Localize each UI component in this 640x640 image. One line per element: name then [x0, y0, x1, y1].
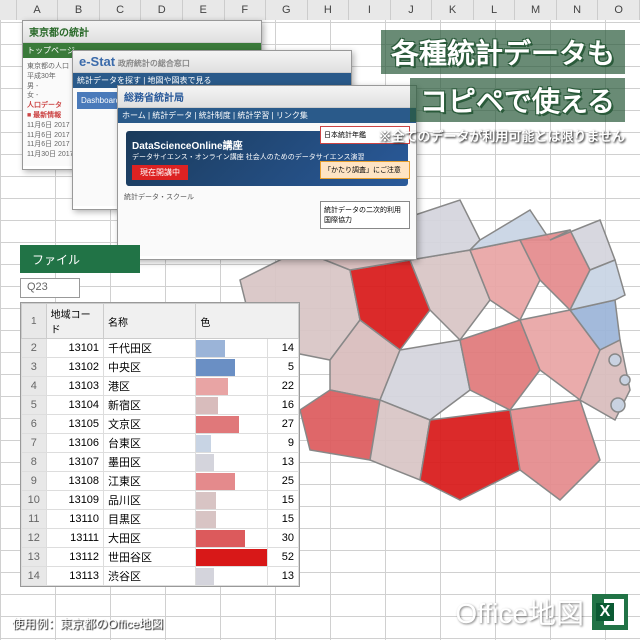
headline-note: ※全てのデータが利用可能とは限りません	[378, 126, 625, 145]
site1-title: 東京都の統計	[23, 21, 261, 43]
site3-nav: ホーム | 統計データ | 統計制度 | 統計学習 | リンク集	[118, 108, 416, 123]
website-screenshots: 東京都の統計 トップページ 東京都の人口平成30年男 -女 -人口データ■ 最新…	[22, 20, 402, 260]
table-row[interactable]: 1213111大田区30	[22, 529, 299, 548]
site-soumu: 総務省統計局 ホーム | 統計データ | 統計制度 | 統計学習 | リンク集 …	[117, 85, 417, 260]
table-row[interactable]: 1413113渋谷区13	[22, 567, 299, 586]
excel-file-tab[interactable]: ファイル	[20, 245, 140, 273]
table-row[interactable]: 1013109品川区15	[22, 491, 299, 510]
enroll-button[interactable]: 現在開講中	[132, 165, 188, 180]
table-row[interactable]: 913108江東区25	[22, 472, 299, 491]
table-row[interactable]: 213101千代田区14	[22, 339, 299, 358]
headline-2: コピペで使える	[410, 78, 625, 122]
table-header-row: 1 地域コード 名称 色	[22, 304, 299, 339]
headline-overlay: 各種統計データも コピペで使える ※全てのデータが利用可能とは限りません	[378, 30, 625, 145]
ward-data-table: 1 地域コード 名称 色 213101千代田区14313102中央区541310…	[20, 302, 300, 587]
usage-example-label: 使用例：東京都のOffice地図	[12, 615, 163, 632]
rownum-header: 1	[22, 304, 47, 339]
table-row[interactable]: 1313112世田谷区52	[22, 548, 299, 567]
table-row[interactable]: 1113110目黒区15	[22, 510, 299, 529]
sidebox-2: 「かたり調査」にご注意	[320, 161, 410, 179]
brand-area: Office地図	[455, 592, 628, 632]
col-code: 地域コード	[46, 304, 103, 339]
table-row[interactable]: 613105文京区27	[22, 415, 299, 434]
table-row[interactable]: 813107墨田区13	[22, 453, 299, 472]
col-color: 色	[196, 304, 299, 339]
table-row[interactable]: 413103港区22	[22, 377, 299, 396]
excel-icon	[592, 594, 628, 630]
site2-header: e-Stat 政府統計の総合窓口	[73, 51, 351, 73]
table-row[interactable]: 713106台東区9	[22, 434, 299, 453]
column-headers: ABCDEFGHIJKLMNO	[0, 0, 640, 20]
site3-title: 総務省統計局	[118, 86, 416, 108]
excel-name-box[interactable]: Q23	[20, 278, 80, 298]
brand-text: Office地図	[455, 592, 584, 632]
headline-1: 各種統計データも	[381, 30, 625, 74]
col-name: 名称	[104, 304, 196, 339]
table-row[interactable]: 313102中央区5	[22, 358, 299, 377]
sidebox-3: 統計データの二次的利用 国際協力	[320, 201, 410, 229]
table-row[interactable]: 513104新宿区16	[22, 396, 299, 415]
